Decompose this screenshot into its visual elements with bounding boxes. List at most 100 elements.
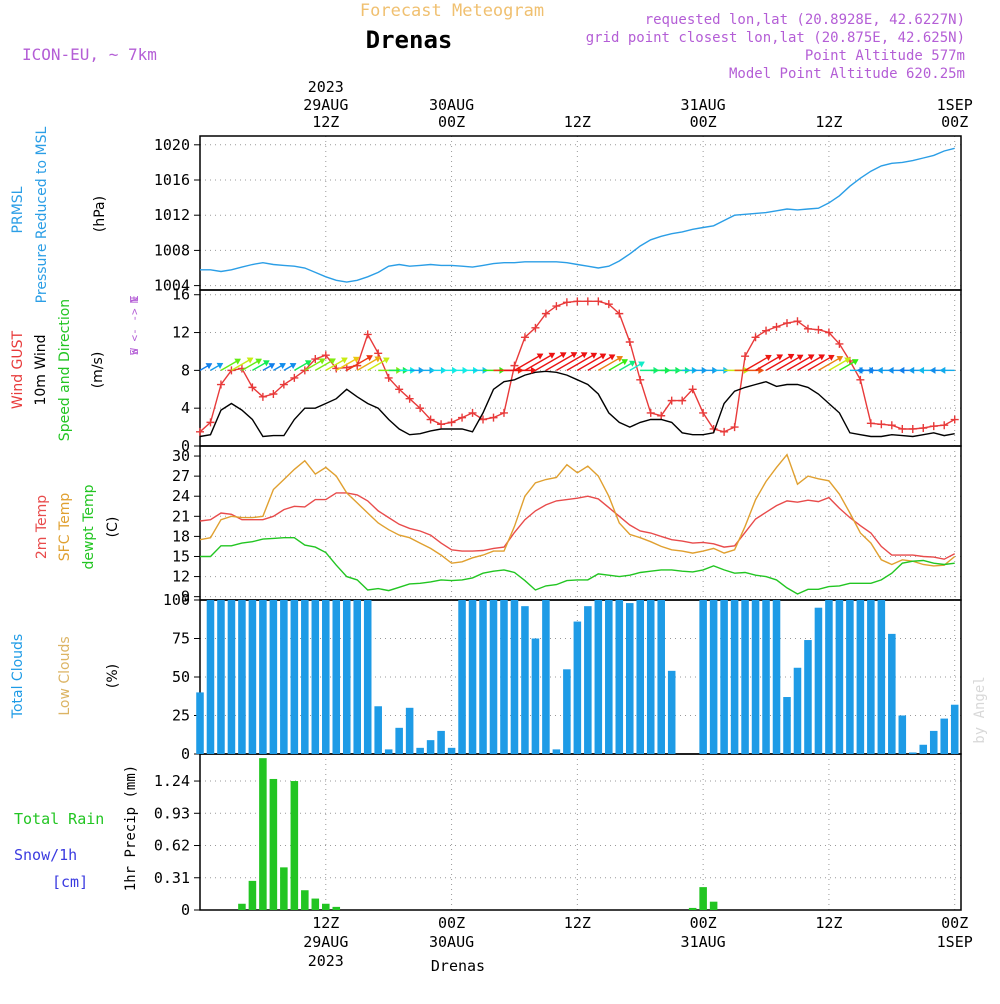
total-cloud-bar [940,718,949,754]
wind-labels: Wind GUST 10m Wind Speed and Direction (… [10,295,141,441]
wind-arrow-head [580,352,588,359]
gust-marker [541,309,550,318]
bottom-hour-label: 00Z [438,914,465,932]
wind-arrow-head [796,354,804,361]
y-tick-label: 0.93 [154,804,190,822]
total-rain-label: Total Rain [14,810,104,828]
y-tick-label: 21 [172,507,190,525]
wind-arrow [325,357,348,371]
wind-arrow [367,357,390,371]
point-altitude: Point Altitude 577m [805,48,965,64]
total-cloud-bar [384,749,393,754]
wind-arrow-head [329,358,336,365]
total-cloud-bar [196,692,204,754]
rain-bar [248,880,257,910]
wind-arrow-head [758,366,765,374]
total-cloud-bar [856,600,865,754]
total-cloud-bar [269,600,278,754]
wind-arrow-shaft [587,354,615,371]
gust-label: Wind GUST [10,330,26,409]
total-cloud-bar [521,606,529,754]
rain-bar [280,867,288,910]
y-tick-label: 8 [181,361,190,379]
wind-arrow-head [877,366,883,374]
wind-arrow-head [628,360,636,367]
wind-arrow [618,360,636,371]
y-tick-label: 0 [181,745,190,763]
gust-marker [908,424,917,433]
compass-we: W <- -> E [128,295,141,355]
gust-marker [594,297,603,306]
data-layer [196,147,959,910]
gust-marker [678,396,687,405]
bottom-hour-label: 00Z [941,914,968,932]
wind-arrow [335,356,360,371]
panel-frame-pressure [199,135,962,291]
bottom-hour-label: 12Z [312,914,339,932]
rain-bar [290,781,299,910]
gust-marker [258,392,267,401]
total-cloud-bar [814,607,823,754]
total-cloud-bar [238,600,246,754]
wind-arrow-head [548,352,556,359]
wind-arrow [629,361,645,371]
sfc-temp-label: SFC Temp [57,493,73,562]
bottom-date-label: 31AUG [681,933,726,951]
gust-marker [929,422,938,431]
gust-marker [468,408,477,417]
gust-marker [562,298,571,307]
total-cloud-bar [479,600,487,754]
rain-bar [709,901,718,910]
gust-marker [499,408,508,417]
temp-unit-label: (C) [105,517,121,538]
wind-arrow-head [638,361,645,368]
wind-arrow [524,352,556,371]
gust-marker [248,383,257,392]
total-cloud-bar [741,600,749,754]
gust-marker [762,326,771,335]
dewpoint-line [200,537,955,595]
wind-arrow-head [807,354,815,361]
wind-arrow [293,360,312,371]
wind-arrow-head [621,359,629,366]
wind-arrow [608,359,629,371]
wind-arrow-shaft [776,354,803,371]
gust-marker [877,420,886,429]
total-cloud-bar [227,600,236,754]
total-cloud-bar [783,697,791,754]
wind-arrow-head [608,354,616,361]
wind-arrow [545,352,578,371]
bottom-date-label: 29AUG [303,933,348,951]
total-cloud-bar [919,744,928,754]
total-cloud-bar [248,600,257,754]
wind-arrow-head [262,360,270,367]
axes-layer: 1004 1008 1012 1016 1020 0 4 8 12 16 9 12 15 18 21 24 27… [154,78,973,970]
top-hour-label: 12Z [312,113,339,131]
wind-arrow [535,352,567,371]
location-title: Drenas [366,26,453,54]
total-cloud-bar [301,600,309,754]
gust-marker [290,373,299,382]
rain-bar [699,887,707,910]
y-tick-label: 12 [172,568,190,586]
wind-arrow-head [279,362,286,369]
wind-arrow [818,355,844,371]
pressure-labels: PRMSL Pressure Reduced to MSL (hPa) [10,126,108,303]
gust-marker [887,421,896,430]
total-cloud-bar [909,752,917,754]
total-cloud-bar [625,603,634,754]
gust-marker [416,404,425,413]
gust-marker [405,394,414,403]
wind-arrow [577,353,607,371]
wind-arrow-shaft [535,352,567,371]
rain-bar [311,898,320,910]
gust-marker [950,415,959,424]
wind-arrow-head [599,353,607,360]
wind-arrow [220,358,241,371]
wind-arrow-shaft [786,354,815,371]
total-cloud-bar [929,730,938,754]
y-tick-label: 75 [172,630,190,648]
pressure-msl-label: Pressure Reduced to MSL [34,126,50,303]
gust-marker [395,385,404,394]
total-cloud-bar [636,600,645,754]
